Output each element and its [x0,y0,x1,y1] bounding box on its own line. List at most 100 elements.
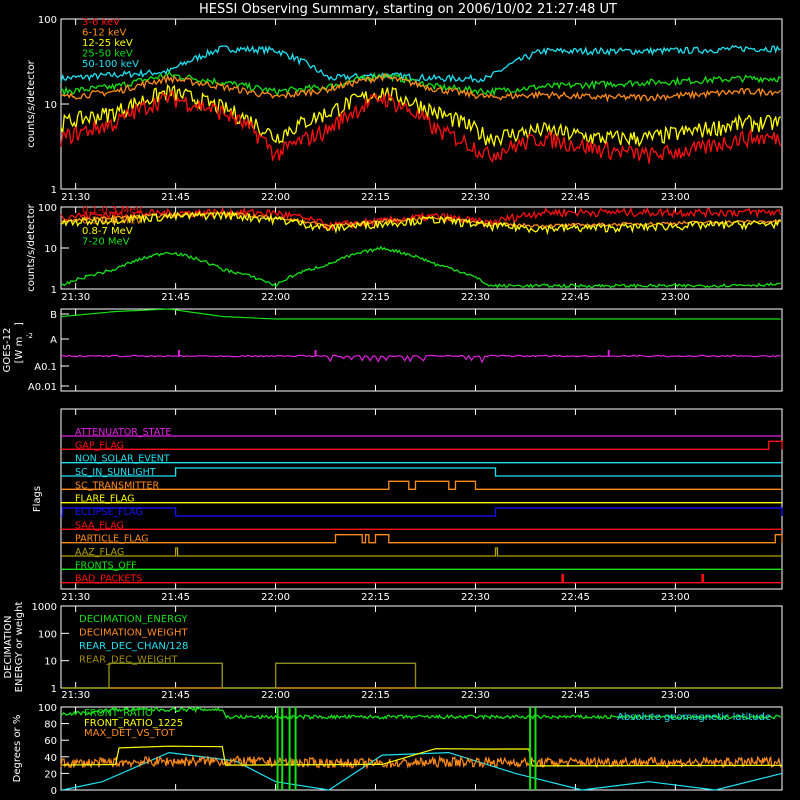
y-axis-label: Degrees or % [12,715,23,783]
series-line-7-20-mev [60,245,781,289]
y-tick-label: 100 [38,629,57,640]
legend-entry: FRONT_RATIO [84,708,153,719]
legend-entry: DECIMATION_ENERGY [79,614,188,625]
flag-line-sc_transmitter [61,480,782,490]
time-tick-label: 22:45 [561,192,590,203]
time-tick-label: 22:30 [461,592,490,603]
annotation-geomagnetic-latitude: Absolute geomagnetic latitude [617,712,771,723]
time-tick-label: 23:00 [661,192,690,203]
time-tick-label: 21:30 [61,292,90,303]
flag-label: FLARE_FLAG [75,494,135,505]
flag-label: NON_SOLAR_EVENT [75,454,170,465]
y-axis-label: Flags [32,486,43,512]
flag-label: PARTICLE_FLAG [75,534,148,545]
time-tick-label: 22:30 [461,192,490,203]
y-tick-label: A0.01 [28,382,57,393]
y-tick-label: 1000 [32,602,57,613]
y-tick-label: 1 [51,185,57,196]
time-tick-label: 22:00 [261,690,290,701]
time-tick-label: 22:45 [561,292,590,303]
flag-line-sc_in_sunlight [61,467,782,477]
series-line-25-50-kev [60,70,782,98]
series-line-goes-short [60,354,781,364]
time-tick-label: 23:00 [661,690,690,701]
series-line-max-det-vs-tot [60,754,783,770]
series-line-rear-dec-weight [62,662,782,689]
y-tick-label: A0.1 [34,362,57,373]
y-axis-label-bracket: ] [14,322,25,326]
series-line-50-100-kev [60,44,781,83]
y-axis-label: counts/s/detector [26,59,37,147]
series-line-front-ratio [60,706,782,721]
y-tick-label: 10 [44,100,57,111]
legend-entry: REAR_DEC_WEIGHT [79,655,178,666]
y-tick-label: 10 [44,657,57,668]
flag-label: SAA_FLAG [75,520,124,531]
y-tick-label: 10 [44,244,57,255]
series-line-goes-long [60,308,781,320]
flag-line-aaz_flag [61,547,782,557]
legend-entry: DECIMATION_WEIGHT [79,628,188,639]
flag-label: SC_TRANSMITTER [75,480,160,491]
series-line-0-1-0-3-mev [60,206,782,232]
time-tick-label: 21:30 [61,192,90,203]
series-line-front-ratio-1225 [62,745,783,767]
time-tick-label: 23:00 [661,292,690,303]
time-tick-label: 22:15 [361,592,390,603]
time-tick-label: 22:45 [561,592,590,603]
y-axis-label-2: ENERGY or weight [14,602,25,693]
flag-line-gap_flag [61,440,783,450]
time-tick-label: 21:45 [161,592,190,603]
time-tick-label: 21:45 [161,292,190,303]
y-tick-label: 20 [44,769,57,780]
time-tick-label: 22:15 [361,292,390,303]
y-tick-label: 100 [38,15,57,26]
flag-label: FRONTS_OFF [75,560,137,571]
time-tick-label: 22:30 [461,690,490,701]
time-tick-label: 21:45 [161,192,190,203]
y-tick-label: A [50,335,57,346]
y-axis-label-exponent: -2 [26,332,33,340]
y-tick-label: 40 [44,753,57,764]
series-line-0-8-7-mev [60,210,781,236]
figure-title: HESSI Observing Summary, starting on 200… [199,2,617,17]
legend-entry: MAX_DET_VS_TOT [84,728,176,739]
y-tick-label: 100 [38,203,57,214]
time-tick-label: 22:00 [261,192,290,203]
legend-entry: REAR_DEC_CHAN/128 [79,641,188,652]
time-tick-label: 22:00 [261,292,290,303]
y-tick-label: 80 [44,720,57,731]
legend-entry: 3-6 keV [82,17,120,28]
y-axis-label: GOES-12 [2,328,13,373]
panel-frame-ratios [60,706,783,791]
flag-label: AAZ_FLAG [75,547,124,558]
time-tick-label: 21:30 [61,592,90,603]
legend-entry: 6-12 keV [82,28,126,39]
time-tick-label: 22:15 [361,690,390,701]
time-tick-label: 22:15 [361,192,390,203]
y-tick-label: 100 [38,703,57,714]
time-tick-label: 21:30 [61,690,90,701]
panel-frame-goes [60,308,783,392]
legend-entry: 0.1-0.3 MeV [82,205,142,216]
time-tick-label: 22:45 [561,690,590,701]
series-line-3-6-kev [60,90,782,164]
flag-line-bad_packets [61,574,782,584]
y-axis-label: DECIMATION [3,615,14,678]
flag-label: BAD_PACKETS [75,574,142,585]
time-tick-label: 21:45 [161,690,190,701]
y-tick-label: B [50,310,57,321]
flag-line-particle_flag [61,534,783,544]
series-line-12-25-kev [60,84,782,148]
y-axis-label: counts/s/detector [26,203,37,291]
y-tick-label: 60 [44,736,57,747]
legend-entry: 7-20 MeV [82,237,130,248]
time-tick-label: 22:30 [461,292,490,303]
flag-label: ECLIPSE_FLAG [75,507,143,518]
y-axis-label-unit: [W m [14,337,25,364]
flag-line-eclipse_flag [61,507,783,517]
legend-entry: 25-50 keV [82,49,133,60]
time-tick-label: 23:00 [661,592,690,603]
